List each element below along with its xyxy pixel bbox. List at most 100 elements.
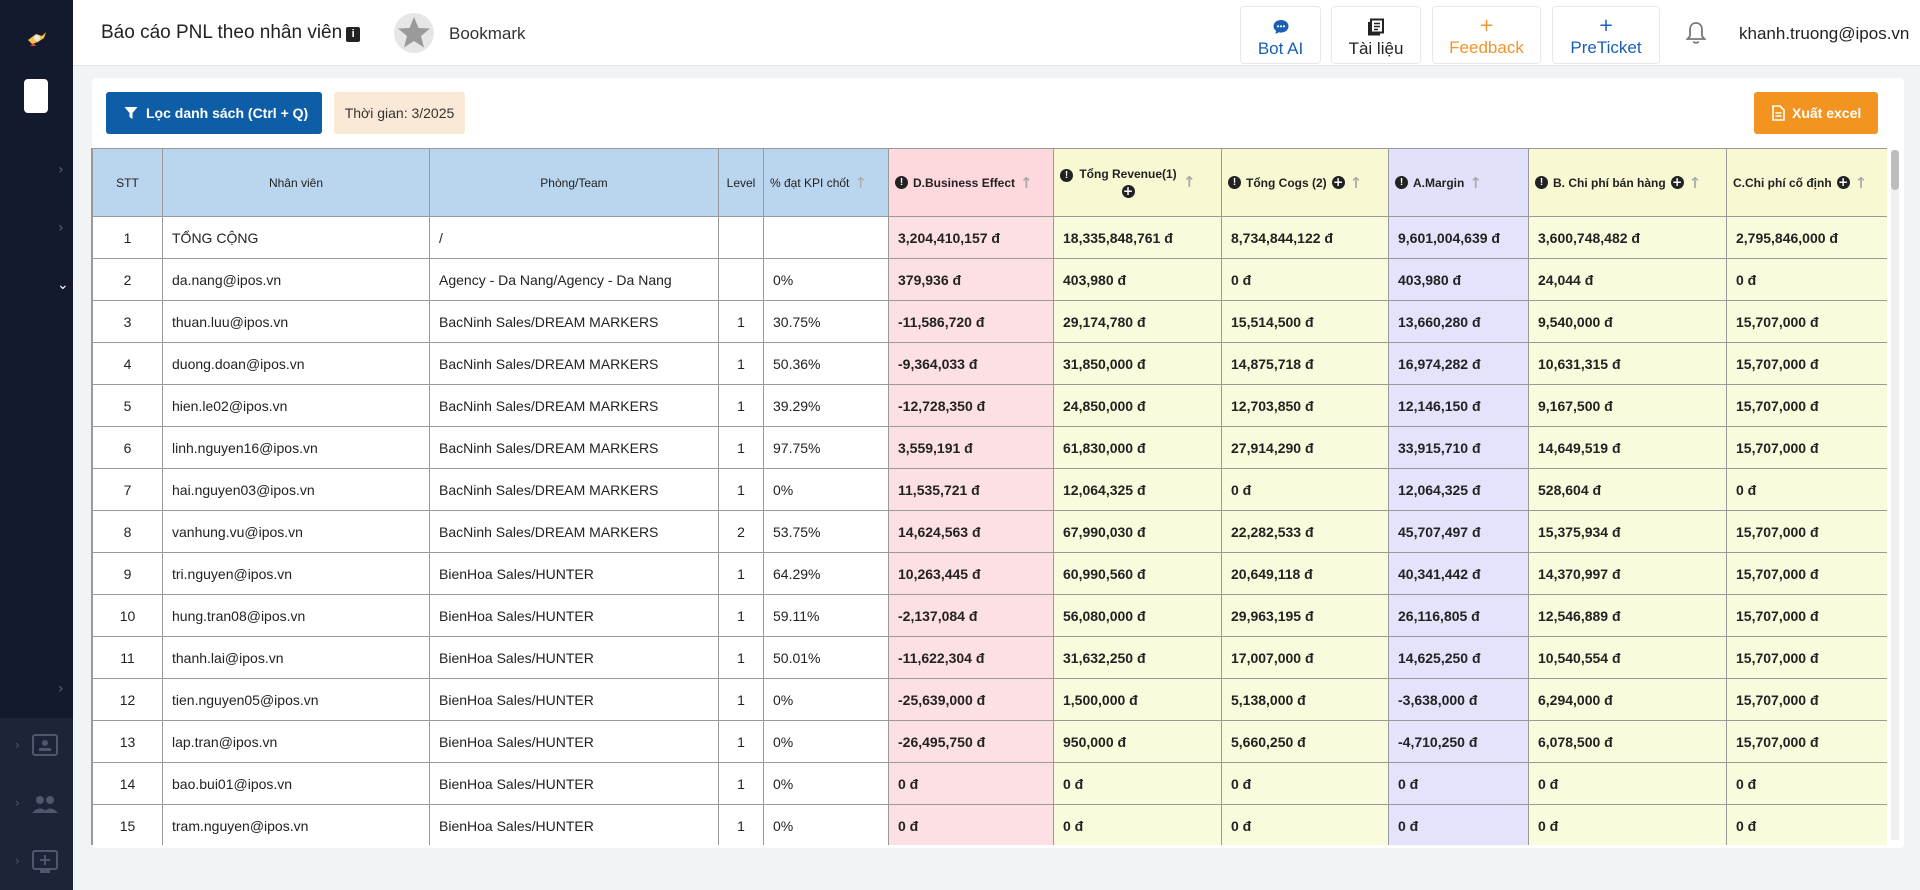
cell-margin: 0 đ bbox=[1388, 762, 1529, 805]
cell-cogs: 5,138,000 đ bbox=[1221, 678, 1389, 721]
cell-employee: lap.tran@ipos.vn bbox=[162, 720, 430, 763]
column-header-label: A.Margin bbox=[1413, 175, 1465, 190]
cell-sales-cost: 12,546,889 đ bbox=[1528, 594, 1727, 637]
bell-icon[interactable] bbox=[1684, 20, 1708, 46]
table-row[interactable]: 8 vanhung.vu@ipos.vn BacNinh Sales/DREAM M… bbox=[92, 510, 1887, 553]
sort-arrow-icon[interactable]: ↑ bbox=[1688, 173, 1702, 192]
cell-revenue: 0 đ bbox=[1053, 762, 1222, 805]
filter-list-button[interactable]: Lọc danh sách (Ctrl + Q) bbox=[106, 92, 322, 134]
cell-margin: 40,341,442 đ bbox=[1388, 552, 1529, 595]
table-row[interactable]: 15 tram.nguyen@ipos.vn BienHoa Sales/HUNTE… bbox=[92, 804, 1887, 845]
bookmark-label[interactable]: Bookmark bbox=[449, 24, 526, 43]
cell-team: BacNinh Sales/DREAM MARKERS bbox=[429, 342, 719, 385]
cell-revenue: 31,632,250 đ bbox=[1053, 636, 1222, 679]
chevron-right-icon[interactable]: › bbox=[58, 162, 64, 178]
cell-kpi: 39.29% bbox=[763, 384, 889, 427]
cell-cogs: 17,007,000 đ bbox=[1221, 636, 1389, 679]
sort-arrow-icon[interactable]: ↑ bbox=[1020, 173, 1033, 192]
cell-revenue: 31,850,000 đ bbox=[1053, 342, 1222, 385]
column-header-business-effect[interactable]: ! D.Business Effect ↑ bbox=[888, 148, 1054, 217]
info-circle-icon[interactable]: ! bbox=[895, 176, 908, 189]
table-row[interactable]: 7 hai.nguyen03@ipos.vn BacNinh Sales/DREAM… bbox=[92, 468, 1887, 511]
cell-kpi: 53.75% bbox=[763, 510, 889, 553]
table-row[interactable]: 12 tien.nguyen05@ipos.vn BienHoa Sales/HUN… bbox=[92, 678, 1887, 721]
cell-employee: vanhung.vu@ipos.vn bbox=[162, 510, 430, 553]
cell-kpi bbox=[763, 216, 889, 259]
column-header-fixed-cost[interactable]: C.Chi phí cố định + ↑ bbox=[1726, 148, 1887, 217]
pnl-table-container[interactable]: STT Nhân viên Phòng/Team Level % đạt KPI… bbox=[91, 148, 1887, 845]
column-header-label: C.Chi phí cố định bbox=[1733, 175, 1832, 190]
sort-arrow-icon[interactable]: ↑ bbox=[1349, 173, 1363, 192]
sort-arrow-icon[interactable]: ↑ bbox=[1854, 173, 1868, 192]
cell-stt: 10 bbox=[92, 594, 163, 637]
page-title-text: Báo cáo PNL theo nhân viên bbox=[101, 22, 343, 43]
pnl-table: STT Nhân viên Phòng/Team Level % đạt KPI… bbox=[92, 148, 1887, 845]
chevron-down-icon[interactable]: ⌄ bbox=[57, 277, 69, 293]
people-icon[interactable] bbox=[30, 790, 60, 818]
info-circle-icon[interactable]: ! bbox=[1060, 169, 1073, 182]
cell-team: BienHoa Sales/HUNTER bbox=[429, 720, 719, 763]
table-row[interactable]: 14 bao.bui01@ipos.vn BienHoa Sales/HUNTER 1… bbox=[92, 762, 1887, 805]
column-header-revenue[interactable]: ! Tổng Revenue(1) + ↑ bbox=[1053, 148, 1222, 217]
cell-team: BacNinh Sales/DREAM MARKERS bbox=[429, 384, 719, 427]
table-row[interactable]: 9 tri.nguyen@ipos.vn BienHoa Sales/HUNTER 1… bbox=[92, 552, 1887, 595]
presentation-icon[interactable] bbox=[30, 732, 60, 760]
table-row[interactable]: 10 hung.tran08@ipos.vn BienHoa Sales/HUNTE… bbox=[92, 594, 1887, 637]
sort-arrow-icon[interactable]: ↑ bbox=[854, 173, 867, 192]
chevron-right-icon[interactable]: › bbox=[15, 796, 20, 810]
column-header-kpi[interactable]: % đạt KPI chốt ↑ bbox=[763, 148, 889, 217]
expand-plus-icon[interactable]: + bbox=[1836, 175, 1850, 189]
chevron-right-icon[interactable]: › bbox=[58, 681, 64, 697]
chevron-right-icon[interactable]: › bbox=[58, 220, 64, 236]
sort-arrow-icon[interactable]: ↑ bbox=[1183, 173, 1196, 191]
info-circle-icon[interactable]: ! bbox=[1395, 176, 1408, 189]
cell-fixed-cost: 15,707,000 đ bbox=[1726, 426, 1887, 469]
column-header-cogs[interactable]: ! Tổng Cogs (2) + ↑ bbox=[1221, 148, 1389, 217]
cell-sales-cost: 0 đ bbox=[1528, 762, 1727, 805]
app-logo-icon[interactable] bbox=[22, 24, 52, 54]
expand-plus-icon[interactable]: + bbox=[1331, 175, 1345, 189]
export-excel-button[interactable]: Xuất excel bbox=[1754, 92, 1878, 134]
docs-button[interactable]: Tài liệu bbox=[1331, 6, 1421, 64]
preticket-button[interactable]: + PreTicket bbox=[1552, 6, 1660, 64]
chevron-right-icon[interactable]: › bbox=[15, 854, 20, 868]
table-row[interactable]: 5 hien.le02@ipos.vn BacNinh Sales/DREAM MA… bbox=[92, 384, 1887, 427]
table-row[interactable]: 13 lap.tran@ipos.vn BienHoa Sales/HUNTER 1 0… bbox=[92, 720, 1887, 763]
table-row[interactable]: 6 linh.nguyen16@ipos.vn BacNinh Sales/DREA… bbox=[92, 426, 1887, 469]
vertical-scrollbar[interactable] bbox=[1891, 150, 1899, 840]
user-email[interactable]: khanh.truong@ipos.vn bbox=[1739, 24, 1910, 43]
table-row[interactable]: 1 TỔNG CỘNG/ 3,204,410,157 đ 18,335,848,761… bbox=[92, 216, 1887, 259]
bot-ai-button[interactable]: Bot AI bbox=[1240, 6, 1321, 64]
bookmark-star-icon[interactable] bbox=[393, 12, 435, 54]
add-screen-icon[interactable] bbox=[30, 848, 60, 876]
info-icon[interactable]: i bbox=[346, 27, 361, 42]
expand-plus-icon[interactable]: + bbox=[1121, 184, 1135, 198]
cell-margin: 26,116,805 đ bbox=[1388, 594, 1529, 637]
cell-team: BienHoa Sales/HUNTER bbox=[429, 636, 719, 679]
cell-cogs: 0 đ bbox=[1221, 258, 1389, 301]
cell-kpi: 30.75% bbox=[763, 300, 889, 343]
table-row[interactable]: 2 da.nang@ipos.vn Agency - Da Nang/Agency … bbox=[92, 258, 1887, 301]
column-header-margin[interactable]: ! A.Margin ↑ bbox=[1388, 148, 1529, 217]
column-header-sales-cost[interactable]: ! B. Chi phí bán hàng + ↑ bbox=[1528, 148, 1727, 217]
time-period-badge[interactable]: Thời gian: 3/2025 bbox=[334, 92, 465, 134]
cell-team: BacNinh Sales/DREAM MARKERS bbox=[429, 468, 719, 511]
column-header-label: Tổng Revenue(1) bbox=[1079, 167, 1177, 181]
scrollbar-thumb[interactable] bbox=[1891, 150, 1899, 190]
info-circle-icon[interactable]: ! bbox=[1535, 176, 1548, 189]
table-row[interactable]: 4 duong.doan@ipos.vn BacNinh Sales/DREAM M… bbox=[92, 342, 1887, 385]
plus-icon: + bbox=[1478, 15, 1495, 36]
cell-employee: duong.doan@ipos.vn bbox=[162, 342, 430, 385]
feedback-button[interactable]: + Feedback bbox=[1432, 6, 1541, 64]
cell-fixed-cost: 0 đ bbox=[1726, 804, 1887, 845]
table-row[interactable]: 11 thanh.lai@ipos.vn BienHoa Sales/HUNTER 1… bbox=[92, 636, 1887, 679]
sidebar-active-indicator[interactable] bbox=[24, 79, 48, 113]
table-row[interactable]: 3 thuan.luu@ipos.vn BacNinh Sales/DREAM MA… bbox=[92, 300, 1887, 343]
chevron-right-icon[interactable]: › bbox=[15, 738, 20, 752]
chat-bubble-icon bbox=[1273, 20, 1288, 34]
expand-plus-icon[interactable]: + bbox=[1670, 175, 1684, 189]
sort-arrow-icon[interactable]: ↑ bbox=[1469, 173, 1482, 192]
info-circle-icon[interactable]: ! bbox=[1228, 176, 1241, 189]
cell-revenue: 67,990,030 đ bbox=[1053, 510, 1222, 553]
cell-kpi: 59.11% bbox=[763, 594, 889, 637]
